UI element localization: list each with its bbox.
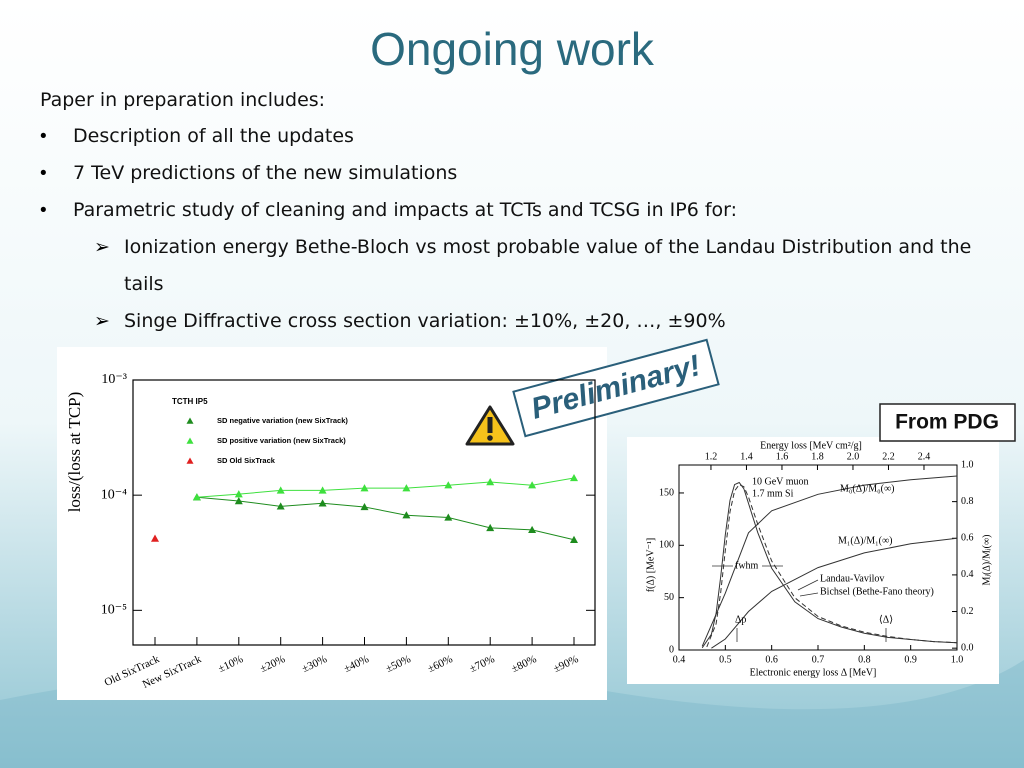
annotation: Landau-Vavilov [820, 573, 884, 584]
data-point [486, 523, 495, 532]
sub-bullet: Ionization energy Bethe-Bloch vs most pr… [124, 236, 972, 295]
data-point [192, 493, 201, 501]
title: Ongoing work [370, 23, 654, 75]
y-tick-label: 100 [659, 540, 674, 551]
bullet: Parametric study of cleaning and impacts… [73, 199, 738, 221]
x2-tick-label: 2.2 [882, 451, 895, 462]
x2-tick-label: 2.4 [918, 451, 931, 462]
y-tick-label: 10⁻⁵ [101, 603, 127, 618]
x-tick-label: 0.5 [719, 654, 732, 665]
data-point [318, 499, 327, 507]
y2-tick-label: 0.2 [961, 606, 974, 617]
x2-tick-label: 1.2 [705, 451, 718, 462]
y-tick-label: 10⁻³ [101, 372, 127, 387]
bullet-glyph: • [40, 200, 47, 221]
annotation: 1.7 mm Si [752, 488, 794, 499]
x-tick-label: 0.4 [673, 654, 686, 665]
annotation: Bichsel (Bethe-Fano theory) [820, 586, 934, 597]
data-point [276, 486, 285, 494]
data-point [234, 490, 243, 498]
intro: Paper in preparation includes: [40, 89, 326, 111]
y-tick-label: 150 [659, 487, 674, 498]
annotation: 10 GeV muon [752, 476, 808, 487]
y2-tick-label: 1.0 [961, 459, 974, 470]
legend-marker [186, 457, 194, 464]
data-point [360, 484, 369, 492]
y-axis-label: f(Δ) [MeV⁻¹] [645, 538, 656, 592]
x-tick-label: 0.6 [765, 654, 778, 665]
data-point [151, 534, 159, 542]
annotation: fwhm [735, 560, 759, 571]
y-axis-label: loss/(loss at TCP) [65, 392, 84, 513]
annotation: ⟨Δ⟩ [879, 614, 893, 625]
data-point [234, 496, 243, 505]
data-point [276, 502, 285, 510]
x-tick-label: 0.8 [858, 654, 871, 665]
y-tick-label: 50 [664, 592, 674, 603]
y2-tick-label: 0.6 [961, 533, 974, 544]
annotation: TCTH IP5 [172, 397, 208, 406]
bullet-glyph: • [40, 163, 47, 184]
series-line [711, 537, 958, 649]
annotation: M₀(Δ)/M₀(∞) [840, 483, 894, 494]
data-point [360, 502, 369, 511]
data-point [570, 535, 578, 543]
data-point [528, 525, 537, 534]
x2-tick-label: 1.6 [776, 451, 789, 462]
y2-axis-label: Mⱼ(Δ)/Mⱼ(∞) [981, 535, 992, 586]
y2-tick-label: 0.0 [961, 642, 974, 653]
data-point [402, 484, 411, 492]
x2-tick-label: 1.8 [811, 451, 824, 462]
x2-axis-label: Energy loss [MeV cm²/g] [760, 440, 862, 451]
arrow [799, 592, 819, 597]
series-line [196, 496, 575, 541]
y2-tick-label: 0.8 [961, 496, 974, 507]
legend-label: SD negative variation (new SixTrack) [217, 416, 348, 425]
data-point [570, 473, 578, 482]
sub-bullet: Singe Diffractive cross section variatio… [124, 310, 726, 332]
y-tick-label: 0 [669, 644, 674, 655]
sub-bullet-glyph: ➢ [94, 237, 110, 258]
warning-icon [465, 405, 515, 446]
arrow [797, 579, 819, 591]
legend-marker [186, 417, 194, 424]
x-tick-label: 1.0 [951, 654, 964, 665]
source-label: From PDG [895, 411, 999, 434]
y-tick-label: 10⁻⁴ [101, 487, 127, 502]
x-tick-label: 0.7 [812, 654, 825, 665]
left-chart-frame [57, 347, 607, 700]
source-box [879, 403, 1016, 442]
legend-marker [186, 437, 194, 444]
data-point [402, 511, 411, 519]
data-point [444, 513, 453, 521]
data-point [528, 481, 537, 489]
data-point [486, 478, 495, 486]
x2-tick-label: 2.0 [847, 451, 860, 462]
data-point [318, 486, 327, 494]
annotation: M₁(Δ)/M₁(∞) [838, 535, 892, 546]
data-point [444, 481, 453, 489]
x-axis-label: Electronic energy loss Δ [MeV] [750, 667, 877, 678]
series-line [196, 477, 575, 498]
bullet: 7 TeV predictions of the new simulations [73, 162, 458, 184]
legend-label: SD Old SixTrack [217, 456, 276, 465]
series-line [701, 475, 958, 647]
bullet-glyph: • [40, 126, 47, 147]
legend-label: SD positive variation (new SixTrack) [217, 436, 346, 445]
series-line [701, 481, 958, 649]
y2-tick-label: 0.4 [961, 569, 974, 580]
right-chart-frame [627, 437, 999, 684]
sub-bullet-glyph: ➢ [94, 311, 110, 332]
annotation: Δp [735, 614, 746, 625]
bullet: Description of all the updates [73, 125, 354, 147]
x-tick-label: 0.9 [904, 654, 917, 665]
x2-tick-label: 1.4 [740, 451, 753, 462]
